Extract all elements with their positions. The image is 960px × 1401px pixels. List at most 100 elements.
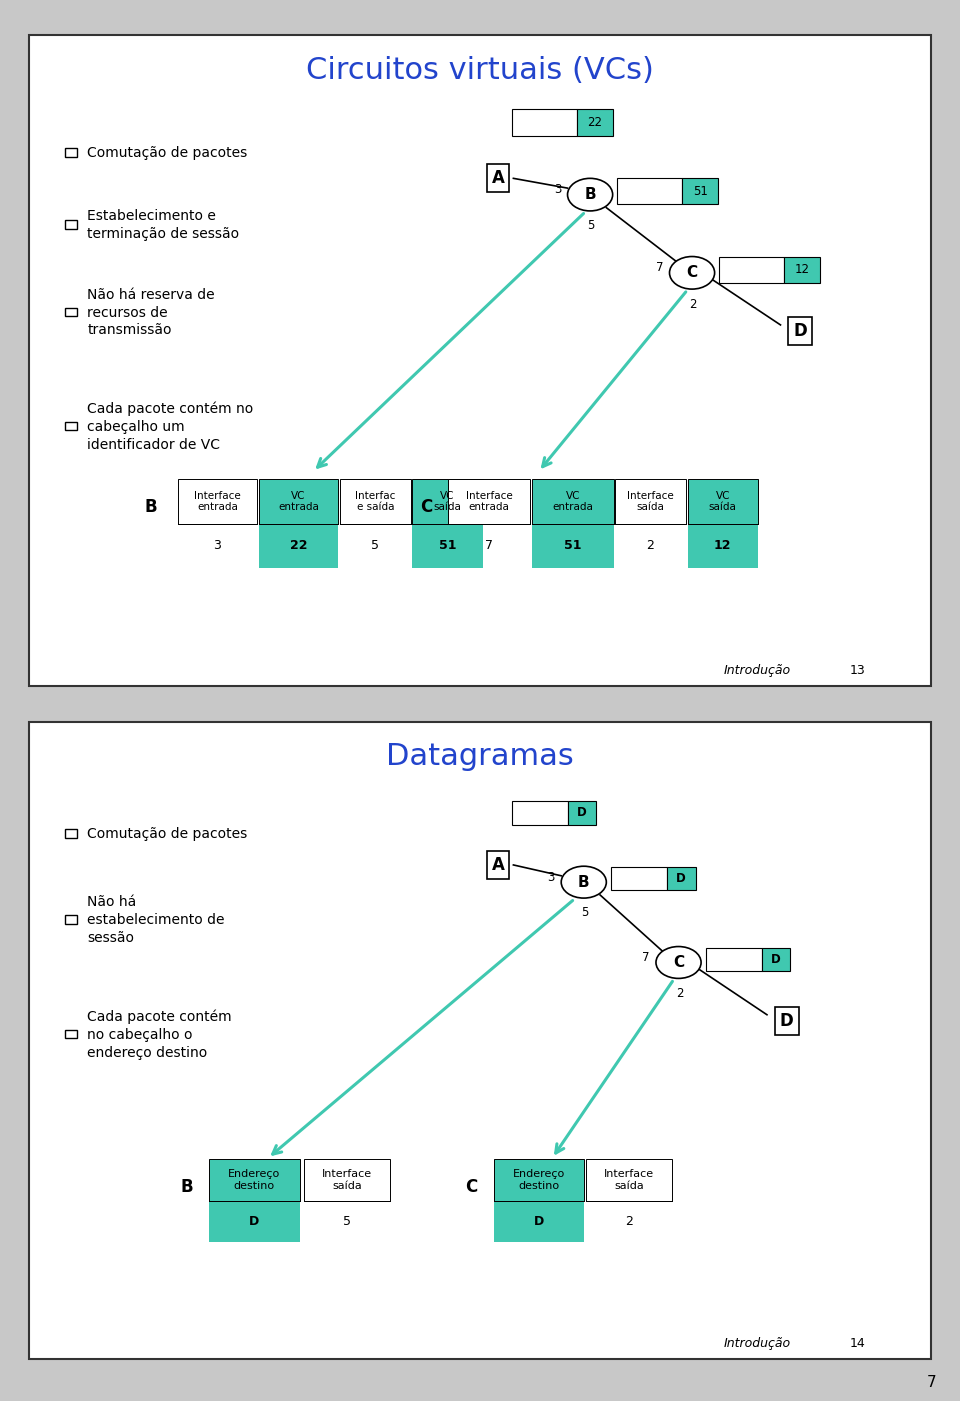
Text: Comutação de pacotes: Comutação de pacotes — [87, 146, 248, 160]
Text: 5: 5 — [343, 1215, 351, 1229]
Bar — [611, 867, 667, 891]
Text: 12: 12 — [795, 263, 809, 276]
Bar — [719, 256, 784, 283]
Text: D: D — [771, 953, 780, 965]
Text: 2: 2 — [676, 986, 684, 1000]
Text: C: C — [673, 955, 684, 969]
Bar — [65, 220, 77, 228]
Text: B: B — [180, 1178, 193, 1196]
Bar — [448, 479, 530, 524]
Text: Estabelecimento e
terminação de sessão: Estabelecimento e terminação de sessão — [87, 209, 240, 241]
Text: Interface
saída: Interface saída — [604, 1170, 655, 1191]
Bar — [577, 109, 612, 136]
Bar — [687, 479, 758, 524]
Bar — [615, 479, 685, 524]
Bar — [687, 524, 758, 567]
Text: D: D — [577, 806, 587, 820]
Text: 22: 22 — [588, 116, 602, 129]
Text: B: B — [578, 874, 589, 890]
Bar — [667, 867, 696, 891]
Text: Circuitos virtuais (VCs): Circuitos virtuais (VCs) — [306, 56, 654, 85]
Text: Cada pacote contém no
cabeçalho um
identificador de VC: Cada pacote contém no cabeçalho um ident… — [87, 402, 253, 451]
Bar — [65, 308, 77, 317]
Bar — [259, 524, 338, 567]
Text: Introdução: Introdução — [724, 1337, 791, 1349]
Bar — [65, 1030, 77, 1038]
Text: Endereço
destino: Endereço destino — [513, 1170, 564, 1191]
Text: Interface
entrada: Interface entrada — [194, 490, 241, 513]
Text: VC
entrada: VC entrada — [278, 490, 319, 513]
Bar — [259, 479, 338, 524]
Text: 5: 5 — [588, 220, 594, 233]
Text: 12: 12 — [714, 539, 732, 552]
Bar — [209, 1160, 300, 1201]
Text: 7: 7 — [485, 539, 493, 552]
Text: Interface
saída: Interface saída — [627, 490, 674, 513]
Text: C: C — [686, 265, 698, 280]
Bar — [512, 109, 577, 136]
Bar — [784, 256, 820, 283]
Text: D: D — [250, 1215, 259, 1229]
Bar — [340, 479, 411, 524]
Text: D: D — [677, 873, 686, 885]
Bar — [706, 948, 761, 971]
Text: VC
entrada: VC entrada — [553, 490, 593, 513]
Bar — [761, 948, 790, 971]
Text: Datagramas: Datagramas — [386, 743, 574, 771]
Bar — [178, 479, 257, 524]
Text: B: B — [585, 188, 596, 202]
Bar — [533, 479, 613, 524]
Bar — [413, 479, 483, 524]
Text: 2: 2 — [689, 297, 697, 311]
Bar — [65, 422, 77, 430]
Text: A: A — [492, 856, 505, 874]
Text: A: A — [492, 170, 505, 188]
Bar — [304, 1160, 390, 1201]
Text: 2: 2 — [647, 539, 655, 552]
Text: Comutação de pacotes: Comutação de pacotes — [87, 827, 248, 841]
Text: 5: 5 — [372, 539, 379, 552]
Text: 7: 7 — [642, 951, 650, 964]
Text: 5: 5 — [581, 906, 588, 919]
Text: 3: 3 — [547, 870, 555, 884]
Text: Não há
estabelecimento de
sessão: Não há estabelecimento de sessão — [87, 895, 225, 944]
Text: C: C — [420, 499, 432, 517]
Bar — [209, 1201, 300, 1243]
Circle shape — [567, 178, 612, 212]
Text: Endereço
destino: Endereço destino — [228, 1170, 280, 1191]
Bar — [683, 178, 718, 205]
Bar — [493, 1160, 584, 1201]
Text: 51: 51 — [564, 539, 582, 552]
Bar — [587, 1160, 672, 1201]
Text: 7: 7 — [656, 261, 663, 275]
Text: 14: 14 — [850, 1337, 866, 1349]
Bar — [567, 800, 596, 825]
Circle shape — [669, 256, 714, 289]
Text: B: B — [144, 499, 156, 517]
Text: Introdução: Introdução — [724, 664, 791, 677]
Bar — [65, 915, 77, 923]
Text: VC
saída: VC saída — [708, 490, 736, 513]
Text: Não há reserva de
recursos de
transmissão: Não há reserva de recursos de transmissã… — [87, 287, 215, 338]
Text: 22: 22 — [290, 539, 307, 552]
Text: Interface
saída: Interface saída — [322, 1170, 372, 1191]
Text: 7: 7 — [926, 1374, 936, 1390]
Text: 51: 51 — [693, 185, 708, 198]
Text: Interface
entrada: Interface entrada — [466, 490, 513, 513]
Text: 3: 3 — [213, 539, 222, 552]
Bar — [533, 524, 613, 567]
Circle shape — [656, 947, 701, 978]
Text: VC
saída: VC saída — [434, 490, 462, 513]
Bar — [413, 524, 483, 567]
Text: 51: 51 — [439, 539, 456, 552]
Bar — [65, 829, 77, 838]
Text: 2: 2 — [625, 1215, 634, 1229]
Text: 3: 3 — [554, 184, 562, 196]
Bar — [493, 1201, 584, 1243]
Text: D: D — [780, 1012, 794, 1030]
Text: Interfac
e saída: Interfac e saída — [355, 490, 396, 513]
Bar — [65, 149, 77, 157]
Circle shape — [562, 866, 607, 898]
Text: Cada pacote contém
no cabeçalho o
endereço destino: Cada pacote contém no cabeçalho o endere… — [87, 1009, 232, 1059]
Text: 13: 13 — [850, 664, 866, 677]
